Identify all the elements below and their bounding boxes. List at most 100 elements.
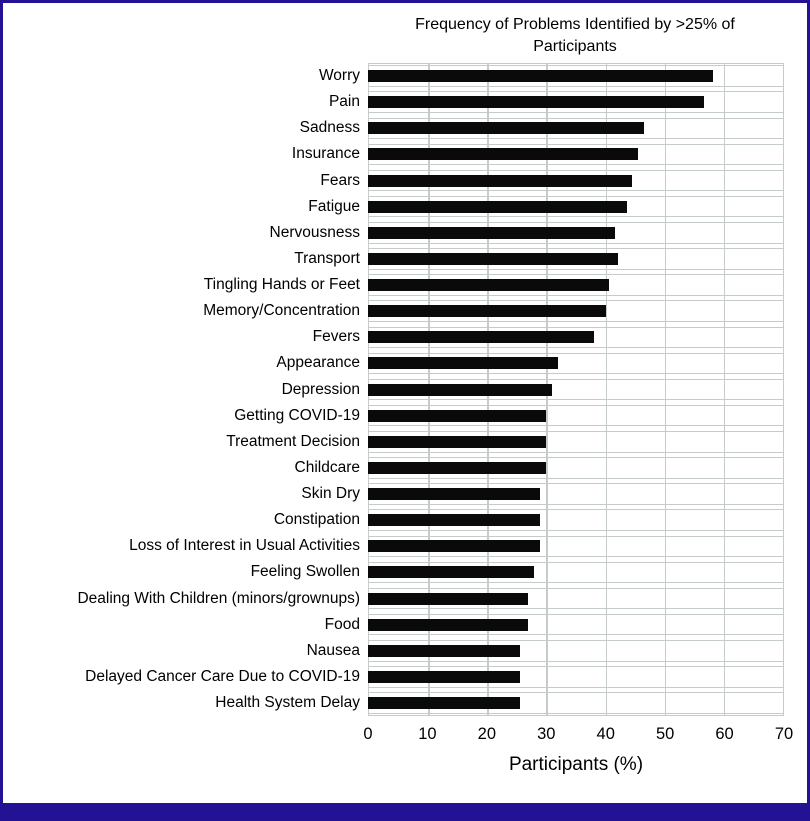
bar-cell — [368, 326, 784, 349]
category-label: Pain — [328, 93, 360, 111]
bar-cell — [368, 117, 784, 140]
bar — [368, 644, 520, 657]
x-tick-label: 10 — [418, 725, 437, 743]
chart-row: Treatment Decision — [3, 429, 784, 455]
category-label: Constipation — [273, 511, 360, 529]
bar-cell — [368, 222, 784, 244]
bar-cell — [368, 404, 784, 427]
x-tick-label: 60 — [715, 725, 734, 743]
bar-cell — [368, 352, 784, 375]
bar-cell — [368, 431, 784, 453]
category-label: Delayed Cancer Care Due to COVID-19 — [85, 667, 360, 685]
bar-cell — [368, 561, 784, 584]
bar — [368, 592, 529, 605]
vertical-gridline — [723, 64, 726, 715]
vertical-gridline — [664, 64, 667, 715]
category-label: Loss of Interest in Usual Activities — [129, 537, 360, 555]
category-label: Food — [324, 615, 360, 633]
bar — [368, 174, 633, 187]
bar-cell — [368, 457, 784, 479]
bar-cell — [368, 640, 784, 662]
bar-cell — [368, 666, 784, 688]
chart-row: Childcare — [3, 455, 784, 481]
chart-row: Constipation — [3, 507, 784, 533]
chart-row: Fatigue — [3, 194, 784, 220]
bar — [368, 461, 547, 474]
bar — [368, 252, 618, 265]
bar-cell — [368, 692, 784, 714]
bar-cell — [368, 535, 784, 558]
category-label: Feeling Swollen — [250, 563, 360, 581]
category-label: Fears — [320, 171, 360, 189]
chart-row: Getting COVID-19 — [3, 403, 784, 429]
category-label: Health System Delay — [215, 694, 360, 712]
bar — [368, 122, 645, 135]
bar — [368, 488, 541, 501]
chart-row: Memory/Concentration — [3, 298, 784, 324]
chart-row: Feeling Swollen — [3, 559, 784, 585]
chart-row: Loss of Interest in Usual Activities — [3, 533, 784, 559]
chart-row: Appearance — [3, 350, 784, 376]
chart-row: Depression — [3, 377, 784, 403]
bar-cell — [368, 378, 784, 401]
bar-cell — [368, 509, 784, 531]
bar — [368, 226, 615, 239]
category-label: Depression — [281, 380, 360, 398]
chart-row: Nausea — [3, 638, 784, 664]
category-label: Insurance — [291, 145, 360, 163]
bar — [368, 148, 639, 161]
x-tick-label: 20 — [477, 725, 497, 743]
chart-row: Worry — [3, 63, 784, 89]
category-label: Appearance — [276, 354, 360, 372]
category-label: Skin Dry — [301, 485, 360, 503]
bar-cell — [368, 248, 784, 270]
bar — [368, 200, 627, 213]
bar — [368, 618, 529, 631]
bar-cell — [368, 483, 784, 505]
bar — [368, 383, 553, 396]
x-tick-label: 70 — [774, 725, 794, 743]
x-tick-label: 40 — [596, 725, 615, 743]
bar-cell — [368, 300, 784, 322]
bar-cell — [368, 587, 784, 610]
chart-title-line2: Participants — [533, 38, 617, 55]
category-label: Transport — [294, 249, 360, 267]
category-label: Nausea — [306, 641, 360, 659]
chart-row: Skin Dry — [3, 481, 784, 507]
chart-title: Frequency of Problems Identified by >25%… — [355, 14, 795, 58]
category-label: Sadness — [299, 119, 360, 137]
chart-row: Pain — [3, 89, 784, 115]
category-label: Dealing With Children (minors/grownups) — [77, 589, 360, 607]
bar — [368, 435, 547, 448]
x-tick-label: 30 — [537, 725, 556, 743]
bar-rows: Worry Pain Sadness Insurance Fears Fatigue Ner… — [3, 63, 784, 716]
bar — [368, 566, 535, 579]
category-label: Treatment Decision — [226, 432, 360, 450]
x-tick-label: 0 — [363, 725, 373, 743]
bar-cell — [368, 274, 784, 296]
bar — [368, 305, 606, 318]
chart-row: Delayed Cancer Care Due to COVID-19 — [3, 664, 784, 690]
chart-row: Sadness — [3, 115, 784, 141]
bar — [368, 279, 609, 292]
chart-row: Dealing With Children (minors/grownups) — [3, 586, 784, 612]
category-label: Memory/Concentration — [203, 302, 360, 320]
bar — [368, 514, 541, 527]
vertical-gridline — [605, 64, 608, 715]
category-label: Getting COVID-19 — [234, 406, 360, 424]
chart-row: Transport — [3, 246, 784, 272]
chart-title-line1: Frequency of Problems Identified by >25%… — [415, 16, 735, 33]
bar — [368, 70, 713, 83]
bar-cell — [368, 195, 784, 218]
bar-cell — [368, 169, 784, 192]
bar-cell — [368, 143, 784, 166]
category-label: Worry — [318, 67, 360, 85]
chart-row: Fevers — [3, 324, 784, 350]
category-label: Tingling Hands or Feet — [203, 276, 360, 294]
bar — [368, 96, 704, 109]
bar — [368, 540, 541, 553]
category-label: Fevers — [312, 328, 360, 346]
bar-cell — [368, 613, 784, 636]
bar — [368, 357, 559, 370]
